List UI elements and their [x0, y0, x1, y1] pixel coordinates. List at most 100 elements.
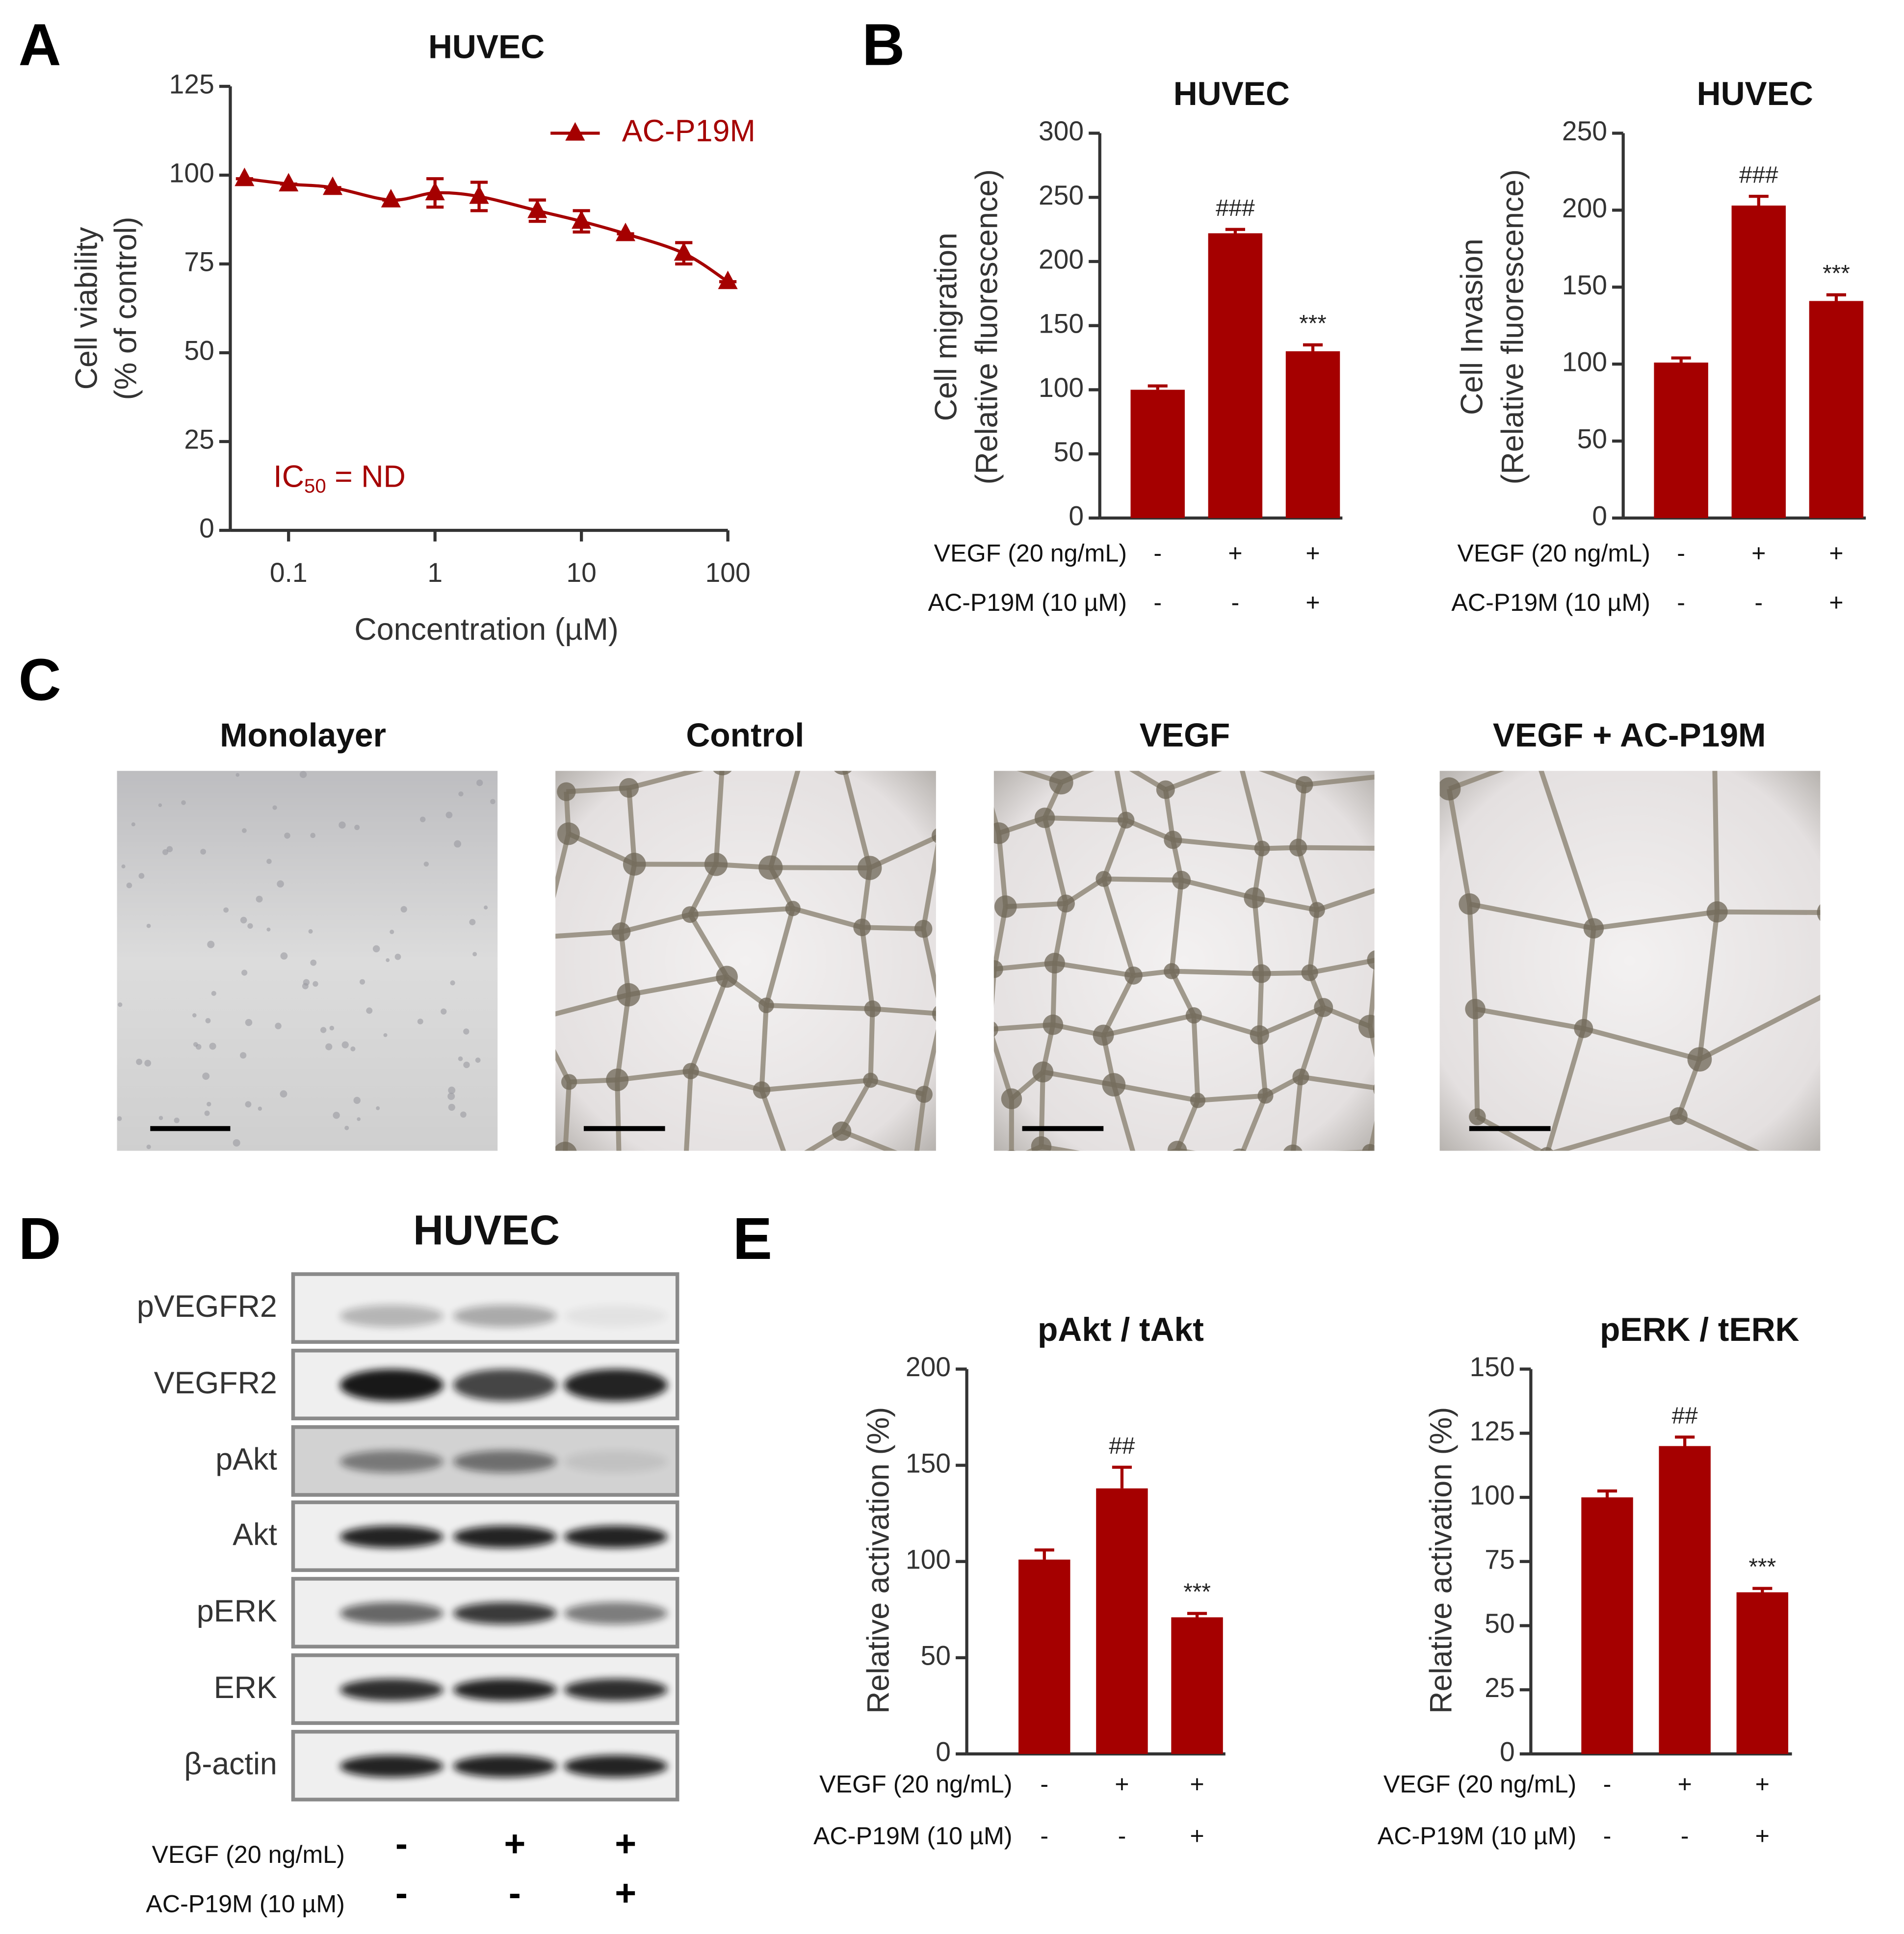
tube — [1551, 1114, 1680, 1151]
cell — [417, 1019, 423, 1025]
blot-row-label: ERK — [214, 1671, 277, 1705]
node — [993, 822, 1010, 844]
tube — [1300, 1074, 1375, 1091]
blot-band — [564, 1369, 668, 1401]
error-bar — [1826, 293, 1847, 301]
tube — [1103, 876, 1182, 883]
cell — [420, 816, 426, 822]
tube — [566, 785, 629, 794]
tube — [1386, 848, 1388, 887]
tube — [1697, 912, 1720, 1060]
data-point — [572, 210, 592, 229]
cell — [313, 981, 318, 987]
cell — [299, 771, 307, 778]
blot-band — [339, 1602, 443, 1624]
cell — [450, 980, 455, 986]
tube — [1180, 878, 1255, 900]
tube — [1386, 776, 1388, 848]
node — [908, 1153, 923, 1168]
cell — [146, 923, 151, 928]
node — [1034, 808, 1055, 828]
bar — [1581, 1497, 1633, 1754]
tube — [761, 1077, 871, 1093]
tube — [555, 833, 571, 898]
blot-band — [453, 1678, 557, 1701]
y-axis-label: Cell Invasion — [1455, 238, 1489, 415]
blot-band — [453, 1369, 557, 1401]
error-bar — [1303, 343, 1323, 351]
treatment-sign: + — [504, 1823, 525, 1864]
tube — [1193, 1013, 1260, 1038]
y-tick-label: 0 — [1592, 500, 1607, 531]
cell — [394, 953, 401, 960]
tube — [1103, 1013, 1195, 1038]
treatment-sign: - — [1153, 589, 1162, 616]
tube — [993, 1022, 1053, 1032]
treatment-label: AC-P19M (10 µM) — [1378, 1822, 1576, 1850]
node — [1439, 777, 1461, 801]
error-bar — [1597, 1489, 1617, 1498]
cell — [209, 1043, 216, 1050]
tube — [1583, 1026, 1700, 1062]
tube — [1296, 784, 1307, 848]
tube — [996, 833, 1008, 907]
node — [1126, 1153, 1147, 1174]
tube — [914, 1094, 927, 1151]
cell — [266, 927, 271, 932]
node — [1295, 776, 1313, 794]
cell — [256, 895, 263, 903]
node — [1254, 840, 1270, 857]
cell — [454, 840, 462, 848]
cell — [118, 1002, 123, 1007]
node — [1817, 904, 1821, 921]
blot-row-label: pERK — [197, 1594, 277, 1628]
tube — [1017, 771, 1062, 785]
y-tick-label: 0 — [199, 513, 214, 544]
error-bar — [1675, 1436, 1695, 1446]
panel-letter: C — [19, 647, 61, 713]
cell — [383, 1033, 388, 1037]
cell — [192, 1013, 197, 1018]
x-tick-label: 1 — [427, 557, 443, 588]
y-tick-label: 75 — [184, 247, 214, 277]
node — [864, 1000, 881, 1018]
tube — [1169, 880, 1184, 972]
tube — [567, 831, 636, 867]
micrograph-title: Monolayer — [220, 717, 386, 754]
cell — [320, 1027, 327, 1033]
tube — [840, 1129, 897, 1151]
tube — [690, 906, 793, 917]
cell — [126, 882, 132, 889]
tube — [1593, 909, 1718, 931]
cell — [240, 1052, 247, 1059]
blot-row-label: pAkt — [215, 1442, 277, 1477]
treatment-label: AC-P19M (10 µM) — [928, 589, 1126, 616]
treatment-label: AC-P19M (10 µM) — [813, 1822, 1012, 1850]
y-axis-label: Relative activation (%) — [1424, 1407, 1459, 1714]
y-tick-label: 150 — [906, 1448, 951, 1478]
treatment-sign: + — [1829, 589, 1843, 616]
chart-title: HUVEC — [1174, 76, 1290, 112]
blot-band — [339, 1525, 443, 1548]
tube — [1198, 1093, 1266, 1103]
cell — [400, 906, 407, 913]
blot-band — [564, 1755, 668, 1777]
cell — [344, 1125, 349, 1130]
tube — [1581, 928, 1596, 1029]
y-tick-label: 100 — [1470, 1480, 1515, 1511]
cell — [354, 825, 360, 831]
y-tick-label: 100 — [1562, 347, 1607, 377]
node — [776, 1151, 800, 1176]
tube — [1296, 847, 1320, 911]
cell — [280, 1090, 287, 1098]
node — [1167, 1141, 1187, 1151]
node — [993, 960, 1003, 978]
micrograph-title: VEGF + AC-P19M — [1493, 717, 1766, 754]
cell — [475, 1057, 481, 1063]
y-tick-label: 0 — [1069, 500, 1084, 531]
tube — [1258, 771, 1305, 787]
node — [704, 853, 728, 876]
tube — [1298, 845, 1375, 851]
cell — [339, 821, 346, 829]
tube — [1239, 1155, 1293, 1160]
